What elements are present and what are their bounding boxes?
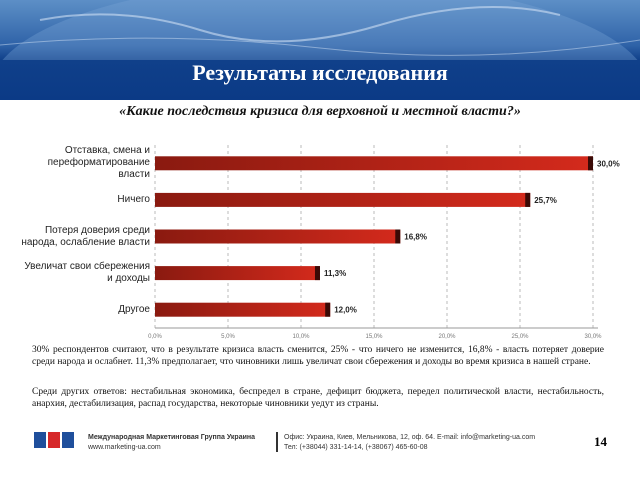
logo	[34, 432, 74, 448]
bar	[155, 156, 593, 171]
x-tick-label: 0,0%	[148, 334, 162, 340]
footer-phone: Тел: (+38044) 331-14-14, (+38067) 465-60…	[284, 444, 428, 451]
x-tick-label: 15,0%	[365, 334, 383, 340]
category-label: Увеличат свои сбережения и доходы	[24, 261, 150, 285]
bar	[155, 229, 401, 244]
paragraph: Среди других ответов: нестабильная эконо…	[32, 387, 604, 409]
footer-site: www.marketing-ua.com	[88, 444, 161, 451]
value-label: 11,3%	[324, 269, 346, 278]
value-label: 16,8%	[404, 233, 427, 242]
bar-cap	[325, 302, 331, 317]
bar-cap	[525, 192, 531, 207]
paragraph: 30% респондентов считают, что в результа…	[32, 345, 604, 367]
x-tick-label: 20,0%	[438, 334, 456, 340]
chart-title: «Какие последствия кризиса для верховной…	[119, 104, 521, 119]
x-tick-label: 25,0%	[511, 334, 529, 340]
divider	[276, 432, 278, 452]
footer-company: Международная Маркетинговая Группа Украи…	[88, 434, 256, 441]
page-number: 14	[594, 434, 607, 449]
x-tick-label: 10,0%	[292, 334, 310, 340]
value-label: 12,0%	[334, 306, 357, 315]
category-label: Потеря доверия среди народа, ослабление …	[21, 224, 150, 248]
slide-title: Результаты исследования	[192, 60, 448, 85]
bar	[155, 192, 531, 207]
bar	[155, 266, 320, 281]
bar-cap	[588, 156, 593, 171]
category-label: Отставка, смена и переформатирование вла…	[47, 145, 150, 181]
chart: 0,0% 5,0% 10,0% 15,0% 20,0% 25,0% 30,0% 30,0% 25…	[148, 145, 620, 340]
category-label: Ничего	[117, 193, 150, 205]
footer-office: Офис: Украина, Киев, Мельникова, 12, оф.…	[284, 434, 536, 441]
value-label: 30,0%	[597, 159, 620, 168]
x-tick-label: 30,0%	[584, 334, 602, 340]
bar-cap	[395, 229, 401, 244]
bar-cap	[314, 266, 320, 281]
value-label: 25,7%	[534, 196, 557, 205]
x-tick-label: 5,0%	[221, 334, 235, 340]
category-label: Другое	[118, 303, 150, 315]
bar	[155, 302, 331, 317]
